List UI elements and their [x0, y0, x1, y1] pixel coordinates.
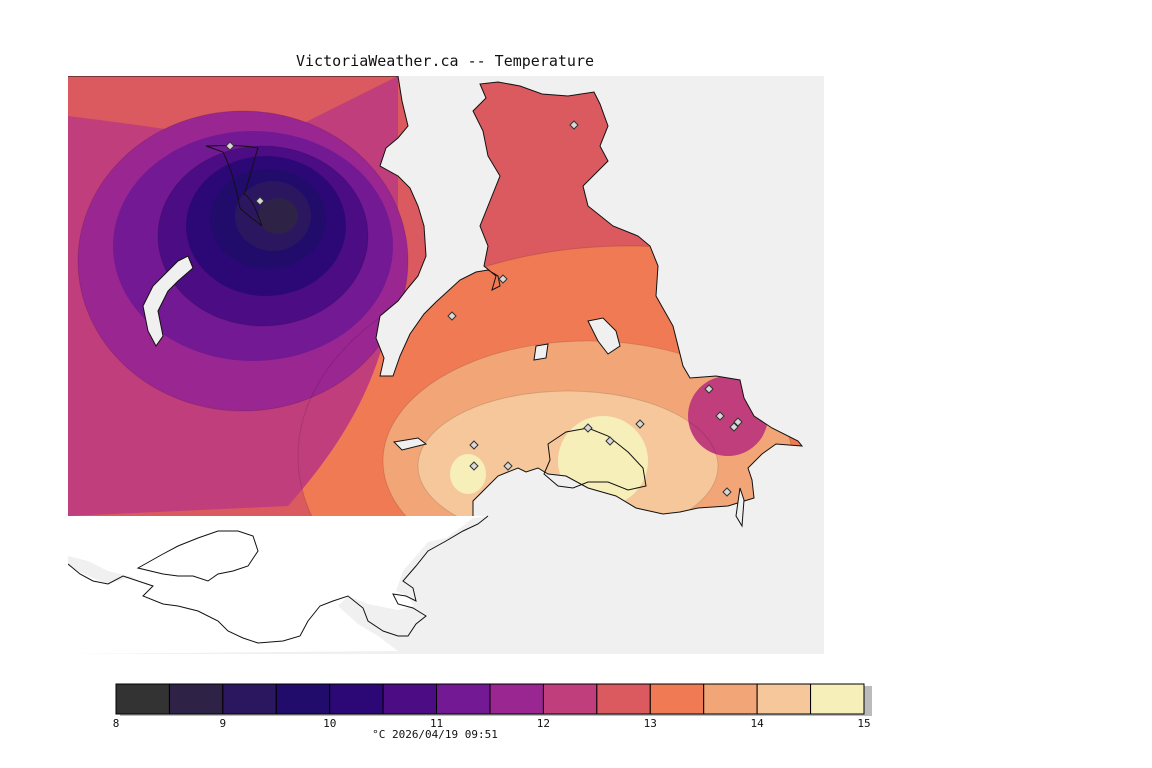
legend-swatch	[756, 683, 812, 715]
legend-swatch	[382, 683, 438, 715]
legend-swatch	[489, 683, 544, 715]
diamond-marker-icon[interactable]	[635, 419, 645, 429]
diamond-marker-icon[interactable]	[447, 311, 457, 321]
washington-coastline	[136, 530, 259, 582]
lake-outline	[142, 255, 194, 347]
legend-swatch	[275, 683, 331, 715]
diamond-marker-icon[interactable]	[225, 141, 235, 151]
map-canvas	[68, 76, 824, 654]
legend-caption: °C 2026/04/19 09:51	[372, 728, 498, 741]
diamond-marker-icon[interactable]	[583, 423, 593, 433]
legend-swatch	[649, 683, 705, 715]
washington-land	[68, 516, 488, 654]
diamond-marker-icon[interactable]	[255, 196, 265, 206]
temperature-map[interactable]	[68, 76, 824, 654]
lake-outline	[205, 145, 263, 227]
diamond-marker-icon[interactable]	[704, 384, 714, 394]
color-legend: 8 9 10 11 12 13 14 15 °C 2026/04/19 09:51	[112, 683, 875, 743]
washington-coastline	[68, 515, 489, 644]
diamond-marker-icon[interactable]	[503, 461, 513, 471]
legend-swatch	[596, 683, 651, 715]
legend-tick-label: 15	[857, 717, 871, 730]
legend-swatch	[168, 683, 224, 715]
lake-outline	[392, 437, 428, 451]
legend-bar	[115, 683, 872, 716]
saanich-coast	[543, 427, 647, 491]
diamond-marker-icon[interactable]	[733, 417, 743, 427]
legend-swatch	[542, 683, 598, 715]
legend-tick-label: 9	[219, 717, 227, 730]
diamond-marker-icon[interactable]	[729, 422, 739, 432]
legend-tick-label: 11	[429, 717, 444, 730]
legend-swatch	[703, 683, 758, 715]
chart-title: VictoriaWeather.ca -- Temperature	[295, 52, 594, 70]
legend-swatch	[115, 683, 170, 715]
legend-tick-label: 8	[112, 717, 120, 730]
legend-tick-label: 12	[536, 717, 551, 730]
diamond-marker-icon[interactable]	[469, 440, 479, 450]
diamond-marker-icon[interactable]	[469, 461, 479, 471]
diamond-marker-icon[interactable]	[715, 411, 725, 421]
diamond-marker-icon[interactable]	[569, 120, 579, 130]
legend-swatch	[329, 683, 384, 715]
lake-outline	[587, 317, 621, 355]
legend-swatch	[222, 683, 277, 715]
lake-outline	[533, 343, 549, 361]
legend-swatch	[436, 683, 491, 715]
legend-tick-label: 13	[643, 717, 657, 730]
station-markers	[225, 120, 743, 497]
legend-swatch	[810, 683, 865, 715]
diamond-marker-icon[interactable]	[722, 487, 732, 497]
legend-tick-label: 14	[750, 717, 764, 730]
diamond-marker-icon[interactable]	[498, 274, 508, 284]
island-outline	[735, 487, 745, 528]
coastline	[68, 76, 804, 516]
diamond-marker-icon[interactable]	[605, 436, 615, 446]
legend-tick-label: 10	[323, 717, 337, 730]
